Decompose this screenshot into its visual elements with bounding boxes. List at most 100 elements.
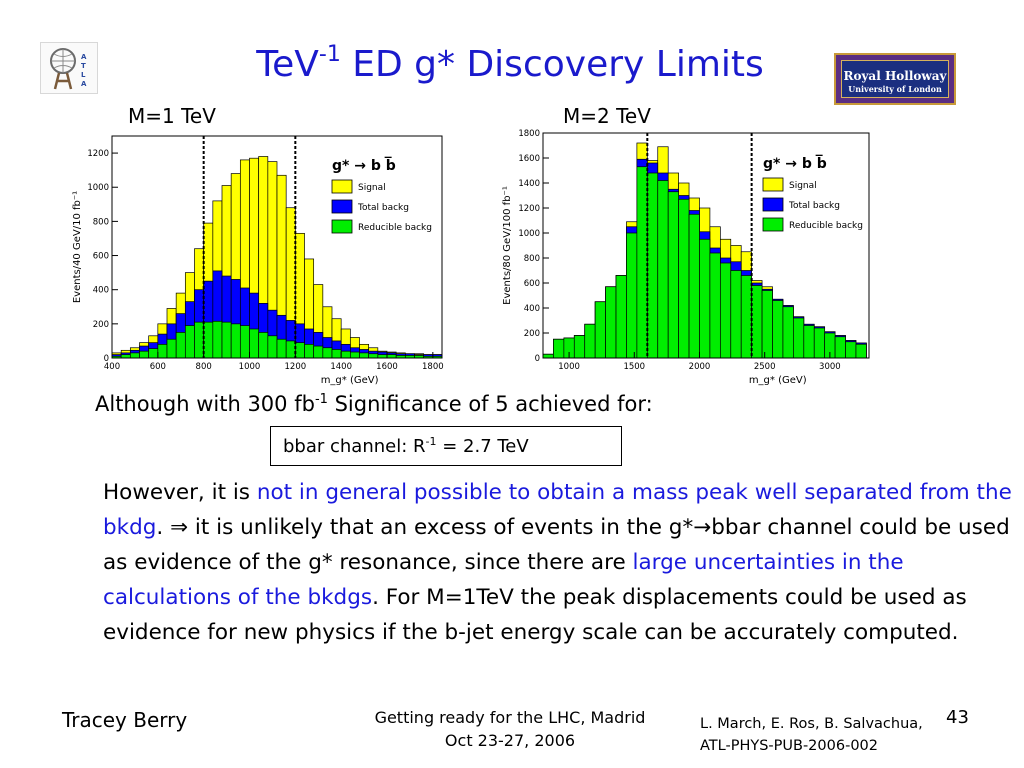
plot1-mass-label: M=1 TeV — [128, 104, 216, 128]
legend-title: g* → b b̅ — [763, 153, 827, 172]
histogram-bin — [855, 343, 867, 359]
legend-label: Signal — [358, 183, 386, 193]
histogram-bin — [267, 335, 278, 359]
footer-conference: Getting ready for the LHC, Madrid Oct 23… — [374, 708, 646, 750]
histogram-bin — [709, 252, 721, 359]
legend-swatch — [331, 199, 353, 214]
histogram-bin — [573, 335, 586, 359]
histogram-bin — [699, 238, 711, 359]
x-tick-label: 1800 — [422, 362, 444, 372]
histogram-bin — [194, 321, 205, 359]
page-number: 43 — [946, 707, 969, 728]
y-axis-label: Events/80 GeV/100 fb⁻¹ — [502, 186, 513, 305]
highlight-text: large uncertainties in the calculations … — [103, 550, 904, 610]
y-tick-label: 600 — [93, 252, 109, 262]
histogram-bin — [166, 338, 177, 359]
histogram-bin — [359, 352, 370, 359]
legend-label: Reducible backg — [358, 223, 432, 233]
x-tick-label: 1500 — [623, 362, 645, 372]
legend-swatch — [762, 177, 784, 192]
histogram-bin — [636, 166, 648, 359]
plot2-mass-label: M=2 TeV — [563, 104, 651, 128]
histogram-m2tev: 1000 1500 2000 2500 3000 0 200 400 600 800 1000 120… — [502, 129, 870, 386]
y-tick-label: 0 — [535, 354, 540, 364]
histogram-bin — [688, 213, 700, 359]
legend-label: Reducible backg — [789, 221, 863, 231]
conclusion-paragraph: However, it is not in general possible t… — [103, 480, 1012, 645]
svg-text:A: A — [81, 53, 87, 61]
y-tick-label: 1000 — [87, 183, 109, 193]
y-tick-label: 1000 — [518, 229, 540, 239]
histogram-bin — [594, 301, 606, 359]
histogram-bin — [719, 262, 732, 359]
y-axis-label: Events/40 GeV/10 fb⁻¹ — [72, 191, 83, 303]
slide-title: TeV-1 ED g* Discovery Limits — [256, 42, 764, 85]
legend-label: Total backg — [357, 203, 409, 213]
significance-text: Although with 300 fb-1 Significance of 5… — [95, 392, 653, 416]
y-tick-label: 1800 — [518, 129, 540, 139]
histogram-bin — [605, 286, 617, 359]
histogram-bin — [740, 275, 752, 359]
histogram-bin — [730, 270, 742, 359]
histogram-bin — [129, 352, 140, 359]
histogram-bin — [386, 354, 397, 359]
legend-label: Total backg — [788, 201, 840, 211]
x-tick-label: 1000 — [239, 362, 261, 372]
histogram-bin — [230, 323, 241, 359]
histogram-bin — [615, 275, 627, 359]
legend-label: Signal — [789, 181, 817, 191]
x-axis-label: m_g* (GeV) — [321, 375, 379, 386]
y-tick-label: 600 — [524, 279, 540, 289]
series-reducible-backg — [111, 320, 443, 359]
histogram-bin — [646, 172, 659, 359]
histogram-bin — [667, 191, 679, 359]
royal-holloway-logo: Royal Holloway University of London — [834, 53, 956, 105]
histogram-bin — [678, 198, 690, 359]
legend-swatch — [331, 219, 353, 234]
histogram-m1tev: 400 600 800 1000 1200 1400 1600 1800 0 200 400 600 8… — [72, 135, 444, 386]
histogram-bin — [285, 340, 296, 359]
y-tick-label: 1600 — [518, 154, 540, 164]
histogram-bin — [221, 321, 232, 359]
plot-frame — [111, 135, 443, 359]
y-tick-label: 800 — [524, 254, 540, 264]
y-tick-label: 200 — [524, 329, 540, 339]
x-tick-label: 1400 — [330, 362, 352, 372]
atlas-logo: A T L A — [40, 42, 98, 94]
x-axis-label: m_g* (GeV) — [749, 375, 807, 386]
histogram-bin — [294, 342, 305, 359]
y-tick-label: 400 — [524, 304, 540, 314]
histogram-bin — [120, 354, 131, 359]
histogram-bin — [148, 348, 159, 359]
histogram-bin — [813, 327, 826, 359]
plot-frame — [542, 132, 870, 359]
y-tick-label: 0 — [104, 354, 109, 364]
y-tick-label: 1400 — [518, 179, 540, 189]
histogram-bin — [340, 350, 351, 359]
histogram-bin — [203, 321, 214, 359]
histogram-bin — [249, 328, 260, 359]
footer-author: Tracey Berry — [62, 708, 188, 732]
y-tick-label: 800 — [93, 217, 109, 227]
histogram-bin — [803, 325, 815, 359]
histogram-bin — [542, 353, 554, 359]
histogram-bin — [761, 290, 773, 359]
histogram-bin — [782, 306, 794, 359]
svg-text:A: A — [81, 80, 87, 88]
bbar-result-box: bbar channel: R-1 = 2.7 TeV — [270, 426, 622, 466]
x-tick-label: 1600 — [376, 362, 398, 372]
x-tick-label: 1000 — [558, 362, 580, 372]
histogram-bin — [322, 347, 333, 359]
x-tick-label: 600 — [150, 362, 166, 372]
histogram-bin — [793, 317, 805, 359]
histogram-bin — [157, 343, 168, 359]
legend-swatch — [762, 217, 784, 232]
x-tick-label: 2000 — [689, 362, 711, 372]
y-tick-label: 400 — [93, 286, 109, 296]
histogram-bin — [584, 323, 596, 359]
y-tick-label: 1200 — [87, 149, 109, 159]
x-tick-label: 800 — [196, 362, 212, 372]
legend-swatch — [762, 197, 784, 212]
histogram-bin — [834, 336, 846, 359]
histogram-bin — [626, 232, 638, 359]
